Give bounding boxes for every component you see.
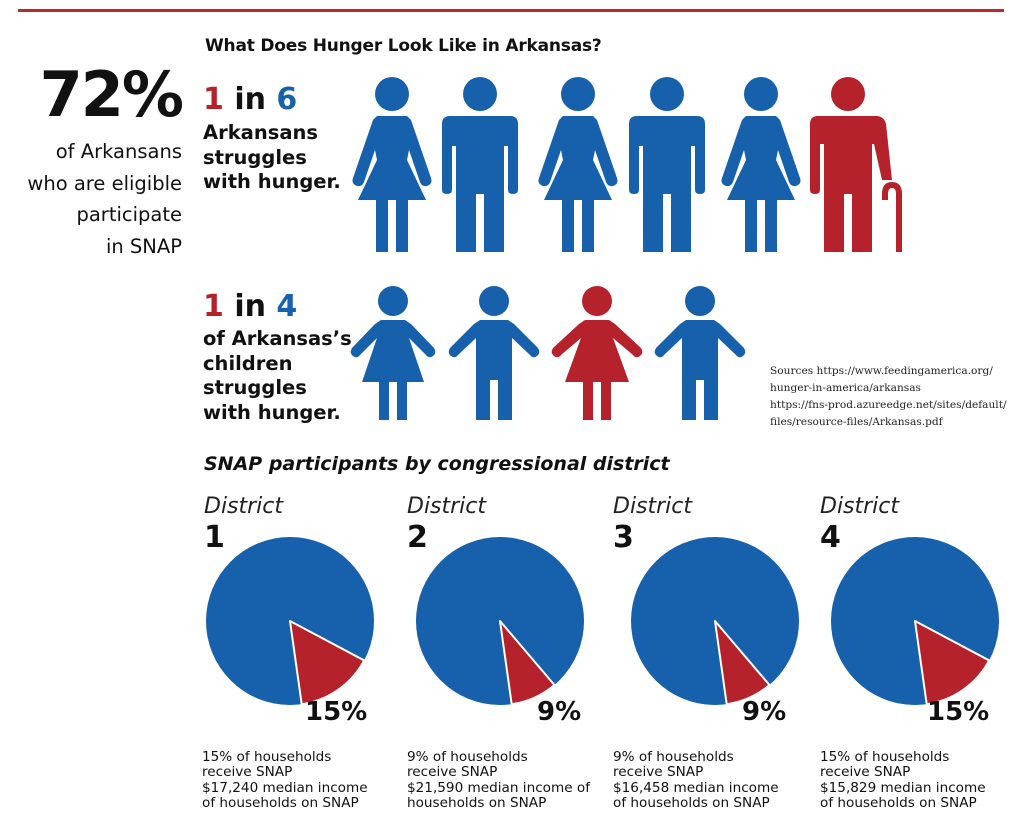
snap-eligible-line: who are eligible bbox=[27, 171, 182, 195]
district-2-line: receive SNAP bbox=[407, 764, 498, 781]
chart-title: SNAP participants by congressional distr… bbox=[204, 453, 670, 475]
snap-eligible-line: in SNAP bbox=[105, 234, 182, 258]
district-3-description: 9% of households receive SNAP $16,458 me… bbox=[613, 749, 818, 811]
district-4-line: 15% of households bbox=[820, 749, 950, 765]
woman-icon bbox=[721, 77, 801, 252]
district-number: 3 bbox=[613, 520, 634, 555]
district-2-line: households on SNAP bbox=[407, 794, 547, 811]
woman-icon bbox=[352, 77, 432, 252]
district-1-line: receive SNAP bbox=[202, 764, 293, 781]
district-3-percent: 9% bbox=[742, 697, 787, 727]
district-4-line: $15,829 median income bbox=[820, 779, 986, 796]
child-hunger-text: of Arkansas’s children struggles with hu… bbox=[203, 327, 352, 425]
adult-ratio-denominator: 6 bbox=[276, 82, 298, 117]
adult-hunger-text: Arkansans struggles with hunger. bbox=[203, 121, 341, 195]
district-3-pie bbox=[631, 537, 799, 706]
district-label: District bbox=[820, 494, 900, 519]
girl-icon bbox=[551, 286, 643, 420]
pie-slice-snap bbox=[289, 620, 366, 706]
district-2-pie bbox=[416, 537, 584, 706]
district-number: 4 bbox=[820, 520, 841, 555]
district-1-pie bbox=[206, 537, 374, 706]
district-1-description: 15% of households receive SNAP $17,240 m… bbox=[202, 749, 407, 811]
sources-text: Sources https://www.feedingamerica.org/ … bbox=[770, 363, 1010, 431]
district-3-line: receive SNAP bbox=[613, 764, 704, 781]
district-1-percent: 15% bbox=[305, 697, 368, 727]
adult-ratio: 1 in 6 bbox=[203, 84, 297, 116]
elderly-person-with-cane-icon bbox=[810, 77, 902, 252]
adult-hunger-line: with hunger. bbox=[203, 170, 341, 193]
district-label: District bbox=[204, 494, 284, 519]
source-line: Sources https://www.feedingamerica.org/ bbox=[770, 365, 993, 377]
child-hunger-line: of Arkansas’s bbox=[203, 327, 352, 350]
district-1-line: of households on SNAP bbox=[202, 794, 359, 811]
district-number: 2 bbox=[407, 520, 428, 555]
snap-eligible-percent: 72% bbox=[39, 58, 184, 131]
district-3-line: 9% of households bbox=[613, 749, 734, 765]
top-divider bbox=[18, 9, 1004, 12]
child-hunger-line: struggles bbox=[203, 376, 307, 399]
woman-icon bbox=[538, 77, 618, 252]
adult-hunger-line: Arkansans bbox=[203, 121, 318, 144]
adult-hunger-line: struggles bbox=[203, 145, 307, 169]
boy-icon bbox=[654, 286, 746, 420]
man-icon bbox=[629, 77, 705, 252]
snap-eligible-line: of Arkansans bbox=[55, 140, 182, 163]
boy-icon bbox=[448, 286, 540, 420]
pie-slice-snap bbox=[499, 620, 556, 706]
district-3-line: of households on SNAP bbox=[613, 794, 770, 811]
child-ratio-in: in bbox=[234, 289, 266, 324]
child-ratio-denominator: 4 bbox=[276, 289, 298, 324]
adult-ratio-numerator: 1 bbox=[203, 82, 224, 117]
girl-icon bbox=[350, 286, 436, 420]
page-title: What Does Hunger Look Like in Arkansas? bbox=[205, 36, 602, 56]
child-ratio-numerator: 1 bbox=[203, 289, 224, 324]
district-label: District bbox=[613, 494, 693, 519]
district-2-description: 9% of households receive SNAP $21,590 me… bbox=[407, 749, 612, 811]
district-1-line: $17,240 median income bbox=[202, 779, 368, 796]
district-2-line: 9% of households bbox=[407, 749, 528, 765]
snap-eligible-text: of Arkansans who are eligible participat… bbox=[0, 136, 182, 262]
district-label: District bbox=[407, 494, 487, 519]
district-1-line: 15% of households bbox=[202, 749, 332, 765]
man-icon bbox=[442, 77, 518, 252]
pie-slice-snap bbox=[714, 620, 771, 706]
district-2-line: $21,590 median income of bbox=[407, 779, 591, 796]
snap-eligible-line: participate bbox=[76, 203, 182, 226]
source-line: files/resource-files/Arkansas.pdf bbox=[770, 416, 943, 428]
child-hunger-line: with hunger. bbox=[203, 400, 341, 424]
district-4-line: of households on SNAP bbox=[820, 794, 977, 811]
child-ratio: 1 in 4 bbox=[203, 291, 297, 323]
district-4-pie bbox=[831, 537, 999, 706]
child-hunger-line: children bbox=[203, 351, 293, 375]
source-line: https://fns-prod.azureedge.net/sites/def… bbox=[770, 399, 1007, 411]
district-4-description: 15% of households receive SNAP $15,829 m… bbox=[820, 749, 1024, 811]
source-line: hunger-in-america/arkansas bbox=[770, 382, 921, 394]
district-4-percent: 15% bbox=[927, 697, 990, 727]
pie-slice-snap bbox=[914, 620, 991, 706]
district-2-percent: 9% bbox=[537, 697, 582, 727]
adult-ratio-in: in bbox=[234, 82, 266, 117]
district-number: 1 bbox=[204, 520, 225, 555]
district-4-line: receive SNAP bbox=[820, 764, 911, 781]
district-3-line: $16,458 median income bbox=[613, 779, 779, 796]
